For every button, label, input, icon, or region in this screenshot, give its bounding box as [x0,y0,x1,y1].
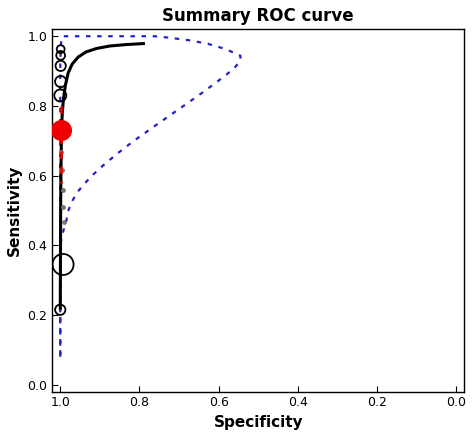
Point [57,62,64,69]
Point [60,218,68,225]
Y-axis label: Sensitivity: Sensitivity [7,165,22,256]
Point [58,167,66,174]
Point [57,45,64,52]
Point [57,52,64,59]
Point [59,261,67,268]
Point [59,186,67,193]
Point [57,78,64,85]
Title: Summary ROC curve: Summary ROC curve [163,7,354,25]
X-axis label: Specificity: Specificity [213,415,303,430]
Point [57,149,65,156]
Point [60,204,67,211]
Point [57,127,64,134]
Point [56,92,64,99]
Point [56,306,64,313]
